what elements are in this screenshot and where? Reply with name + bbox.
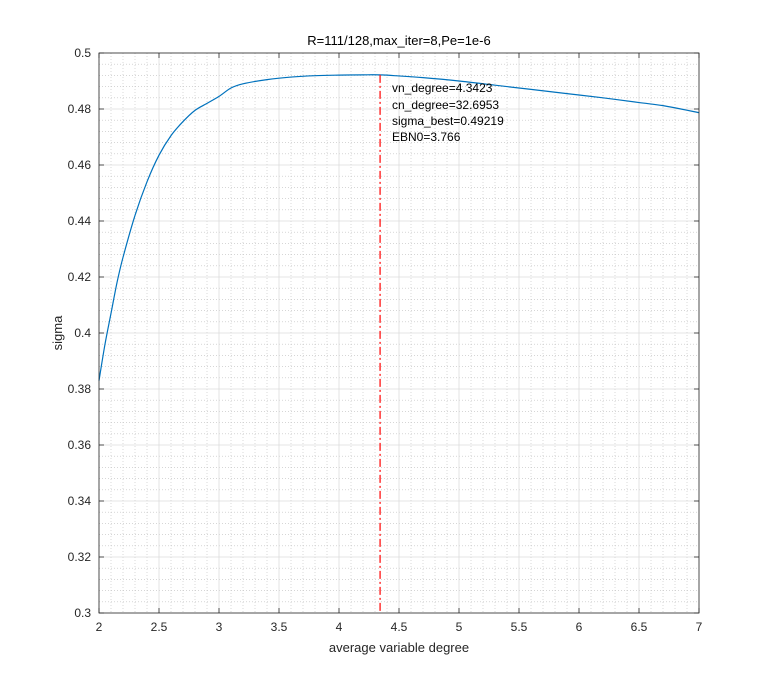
tick-marks bbox=[98, 52, 700, 614]
annotation-cn-degree: cn_degree=32.6953 bbox=[392, 98, 499, 112]
y-tick-label: 0.4 bbox=[74, 326, 91, 340]
y-tick-label: 0.46 bbox=[68, 158, 92, 172]
x-tick-label: 6 bbox=[576, 620, 583, 634]
annotation-vn-degree: vn_degree=4.3423 bbox=[392, 81, 493, 95]
x-axis-label: average variable degree bbox=[329, 640, 469, 655]
y-tick-label: 0.36 bbox=[68, 438, 92, 452]
x-tick-label: 2.5 bbox=[151, 620, 168, 634]
x-tick-label: 5 bbox=[456, 620, 463, 634]
x-tick-label: 2 bbox=[96, 620, 103, 634]
y-tick-label: 0.42 bbox=[68, 270, 92, 284]
y-tick-label: 0.34 bbox=[68, 494, 92, 508]
x-tick-label: 3.5 bbox=[271, 620, 288, 634]
chart-title: R=111/128,max_iter=8,Pe=1e-6 bbox=[307, 33, 490, 48]
y-tick-label: 0.38 bbox=[68, 382, 92, 396]
annotation-sigma-best: sigma_best=0.49219 bbox=[392, 114, 504, 128]
series-layer bbox=[98, 74, 700, 381]
annotation-ebn0: EBN0=3.766 bbox=[392, 130, 461, 144]
x-tick-label: 4.5 bbox=[391, 620, 408, 634]
y-tick-label: 0.48 bbox=[68, 102, 92, 116]
x-tick-label: 7 bbox=[696, 620, 703, 634]
y-tick-label: 0.32 bbox=[68, 550, 92, 564]
y-tick-label: 0.3 bbox=[74, 606, 91, 620]
x-tick-label: 5.5 bbox=[511, 620, 528, 634]
x-tick-labels: 2 2.5 3 3.5 4 4.5 5 5.5 6 6.5 7 bbox=[96, 620, 703, 634]
x-tick-label: 3 bbox=[216, 620, 223, 634]
y-tick-label: 0.5 bbox=[74, 46, 91, 60]
x-tick-label: 4 bbox=[336, 620, 343, 634]
x-tick-label: 6.5 bbox=[631, 620, 648, 634]
series-line bbox=[98, 74, 700, 381]
y-tick-labels: 0.3 0.32 0.34 0.36 0.38 0.4 0.42 0.44 0.46 0.48 0.… bbox=[68, 46, 92, 620]
annotation-block: vn_degree=4.3423 cn_degree=32.6953 sigma… bbox=[392, 81, 504, 144]
plot-area: 2 2.5 3 3.5 4 4.5 5 5.5 6 6.5 7 0.30.320.340.360.3… bbox=[68, 46, 703, 634]
y-axis-label: sigma bbox=[50, 315, 65, 350]
y-tick-label: 0.44 bbox=[68, 214, 92, 228]
